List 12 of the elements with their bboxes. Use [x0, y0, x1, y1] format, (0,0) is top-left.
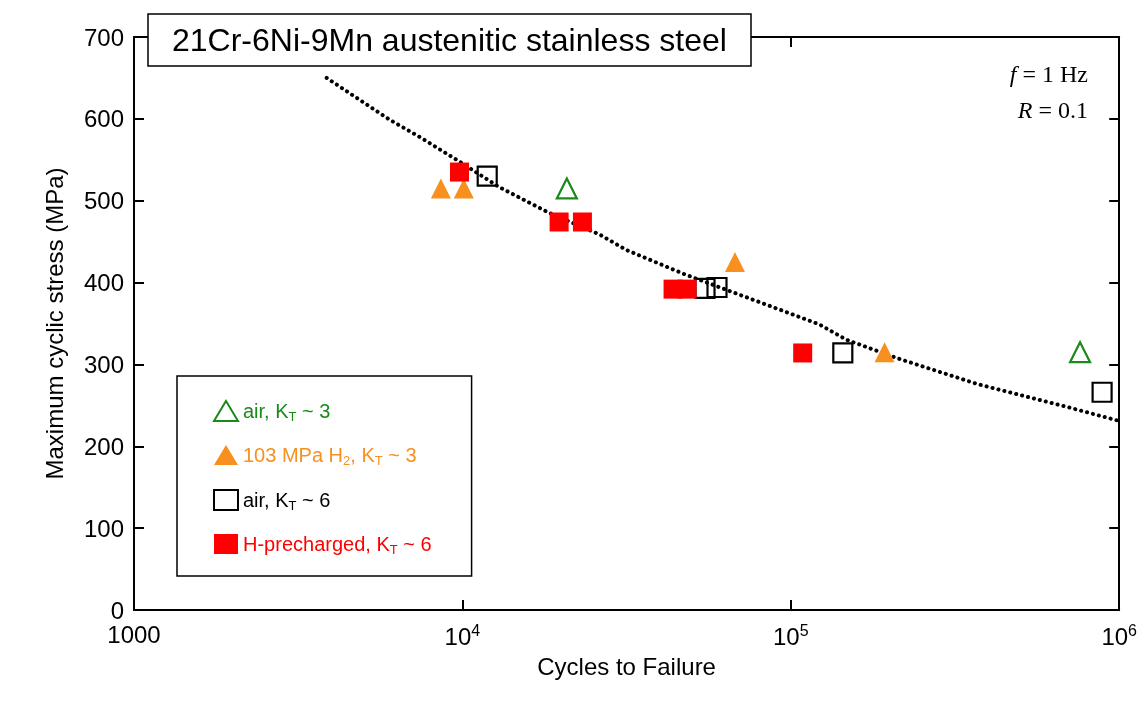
x-axis-title: Cycles to Failure — [537, 652, 716, 680]
y-axis-title: Maximum cyclic stress (MPa) — [40, 167, 68, 480]
annotation: R = 0.1 — [1016, 97, 1089, 123]
chart-title: 21Cr-6Ni-9Mn austenitic stainless steel — [172, 22, 727, 58]
annotation: f = 1 Hz — [1009, 61, 1089, 87]
y-tick-label: 600 — [83, 105, 124, 133]
y-tick-label: 400 — [83, 269, 124, 297]
y-tick-label: 200 — [83, 432, 124, 460]
y-tick-label: 300 — [83, 350, 124, 378]
y-tick-label: 500 — [83, 187, 124, 215]
y-tick-label: 100 — [83, 514, 124, 542]
y-tick-label: 700 — [83, 23, 124, 51]
